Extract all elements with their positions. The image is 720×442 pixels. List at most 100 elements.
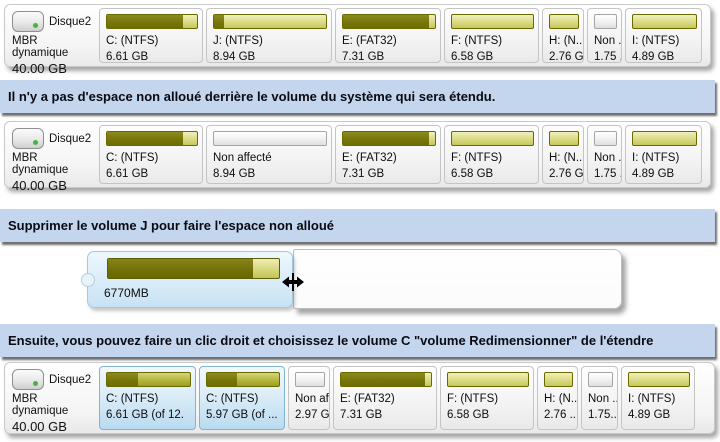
disk-map-row-initial: Disque2 MBR dynamique 40.00 GB C: (NTFS)… — [4, 4, 711, 76]
partition-label: F: (NTFS) — [447, 393, 499, 405]
partition-label: I: (NTFS) — [628, 393, 676, 405]
instruction-text: Ensuite, vous pouvez faire un clic droit… — [8, 333, 654, 348]
disk-online-led — [33, 23, 38, 28]
resize-capacity-bar — [107, 258, 280, 279]
used-space-fill — [107, 373, 138, 386]
used-space-fill — [343, 15, 429, 28]
disk-map-row-after-delete: Disque2 MBR dynamique 40.00 GB C: (NTFS)… — [4, 121, 711, 193]
partition-box-i[interactable]: I: (NTFS) 4.89 GB — [625, 125, 702, 184]
disk-info: Disque2 MBR dynamique 40.00 GB — [8, 8, 96, 76]
partition-label: C: (NTFS) — [206, 393, 259, 405]
used-space-fill — [107, 132, 183, 145]
disk-capacity: 40.00 GB — [12, 419, 67, 434]
used-space-fill — [214, 15, 225, 28]
partition-size: 6.58 GB — [447, 409, 490, 421]
partition-box-i[interactable]: I: (NTFS) 4.89 GB — [621, 366, 695, 430]
partition-box-c[interactable]: C: (NTFS) 6.61 GB — [99, 8, 203, 63]
disk-info: Disque2 MBR dynamique 40.00 GB — [8, 125, 96, 193]
partition-box-e[interactable]: E: (FAT32) 7.31 GB — [333, 366, 437, 430]
used-space-fill — [108, 259, 254, 278]
partition-size: 6.61 GB — [106, 168, 149, 180]
capacity-bar-unallocated — [213, 131, 327, 146]
partition-box-c-selected[interactable]: C: (NTFS) 6.61 GB (of 12. — [99, 366, 196, 430]
partition-box-i[interactable]: I: (NTFS) 4.89 GB — [625, 8, 702, 63]
capacity-bar — [451, 14, 534, 29]
used-space-fill — [341, 373, 425, 386]
partition-label: J: (NTFS) — [213, 35, 263, 47]
resize-unallocated-panel — [293, 249, 622, 309]
partition-size: 7.31 GB — [342, 168, 385, 180]
horizontal-resize-cursor-icon[interactable] — [281, 271, 305, 293]
partition-size: 2.76 GB — [549, 51, 584, 63]
partition-box-unallocated[interactable]: Non ... 1.75 ... — [587, 8, 622, 63]
disk-layout: MBR dynamique — [12, 152, 69, 176]
capacity-bar — [632, 131, 697, 146]
partition-box-unallocated-new[interactable]: Non affecté 8.94 GB — [206, 125, 332, 184]
disk-capacity: 40.00 GB — [12, 178, 67, 193]
capacity-bar — [213, 14, 327, 29]
capacity-bar — [342, 14, 436, 29]
partition-box-unallocated[interactable]: Non ... 1.75.. — [581, 366, 618, 430]
partition-label: Non ... — [594, 35, 622, 47]
partition-box-f[interactable]: F: (NTFS) 6.58 GB — [444, 125, 539, 184]
instruction-banner-1: Il n'y a pas d'espace non alloué derrièr… — [0, 80, 715, 113]
instruction-text: Il n'y a pas d'espace non alloué derrièr… — [8, 89, 496, 104]
capacity-bar — [549, 131, 579, 146]
capacity-bar — [106, 372, 191, 387]
partition-size: 2.76 GB — [549, 168, 584, 180]
partition-box-e[interactable]: E: (FAT32) 7.31 GB — [335, 8, 441, 63]
disk-capacity: 40.00 GB — [12, 61, 67, 76]
disk-drive-icon — [12, 11, 44, 32]
partition-label: Non affecté — [213, 152, 272, 164]
capacity-bar — [632, 14, 697, 29]
partition-size: 2.76 ... — [544, 409, 578, 421]
partition-size: 8.94 GB — [213, 51, 256, 63]
capacity-bar-unallocated — [295, 372, 325, 387]
partition-size: 6.58 GB — [451, 51, 494, 63]
partition-label: Non ... — [588, 393, 617, 405]
partition-label: I: (NTFS) — [632, 152, 680, 164]
used-space-fill — [107, 15, 183, 28]
partition-label: F: (NTFS) — [451, 35, 503, 47]
partition-box-f[interactable]: F: (NTFS) 6.58 GB — [440, 366, 534, 430]
partition-box-j[interactable]: J: (NTFS) 8.94 GB — [206, 8, 332, 63]
partition-label: I: (NTFS) — [632, 35, 680, 47]
partition-label: E: (FAT32) — [340, 393, 395, 405]
capacity-bar — [447, 372, 529, 387]
partition-size: 1.75 ... — [594, 51, 621, 63]
partition-size: 6.61 GB — [106, 51, 149, 63]
resize-left-handle[interactable] — [81, 273, 95, 287]
resize-volume-panel[interactable]: 6770MB — [81, 251, 293, 308]
partition-box-unallocated[interactable]: Non ... 1.75 ... — [587, 125, 622, 184]
partition-label: E: (FAT32) — [342, 35, 397, 47]
disk-name: Disque2 — [49, 15, 92, 28]
disk-layout: MBR dynamique — [12, 35, 69, 59]
partition-box-e[interactable]: E: (FAT32) 7.31 GB — [335, 125, 441, 184]
partition-box-c2-selected[interactable]: C: (NTFS) 5.97 GB (of ... — [199, 366, 285, 430]
partition-box-h[interactable]: H: (N... 2.76 GB — [542, 125, 584, 184]
partition-box-h[interactable]: H: (N... 2.76 GB — [542, 8, 584, 63]
partition-label: Non aff... — [295, 393, 329, 405]
disk-name: Disque2 — [49, 132, 92, 145]
partition-size: 4.89 GB — [628, 409, 671, 421]
disk-layout: MBR dynamique — [12, 393, 69, 417]
partition-box-h[interactable]: H: (N... 2.76 ... — [537, 366, 578, 430]
partition-label: C: (NTFS) — [106, 152, 159, 164]
resize-size-label: 6770MB — [104, 286, 149, 300]
disk-map-row-after-resize: Disque2 MBR dynamique 40.00 GB C: (NTFS)… — [4, 362, 715, 434]
disk-drive-icon — [12, 128, 44, 149]
instruction-banner-3: Ensuite, vous pouvez faire un clic droit… — [0, 324, 715, 357]
capacity-bar — [451, 131, 534, 146]
capacity-bar — [628, 372, 690, 387]
partition-box-unallocated-small[interactable]: Non aff... 2.97 GB — [288, 366, 330, 430]
capacity-bar-unallocated — [594, 131, 617, 146]
partition-box-f[interactable]: F: (NTFS) 6.58 GB — [444, 8, 539, 63]
partition-size: 6.61 GB (of 12. — [106, 409, 184, 421]
disk-info: Disque2 MBR dynamique 40.00 GB — [8, 366, 96, 434]
disk-drive-icon — [12, 369, 44, 390]
capacity-bar — [106, 131, 198, 146]
partition-size: 2.97 GB — [295, 409, 330, 421]
partition-box-c[interactable]: C: (NTFS) 6.61 GB — [99, 125, 203, 184]
capacity-bar — [206, 372, 280, 387]
disk-online-led — [33, 140, 38, 145]
